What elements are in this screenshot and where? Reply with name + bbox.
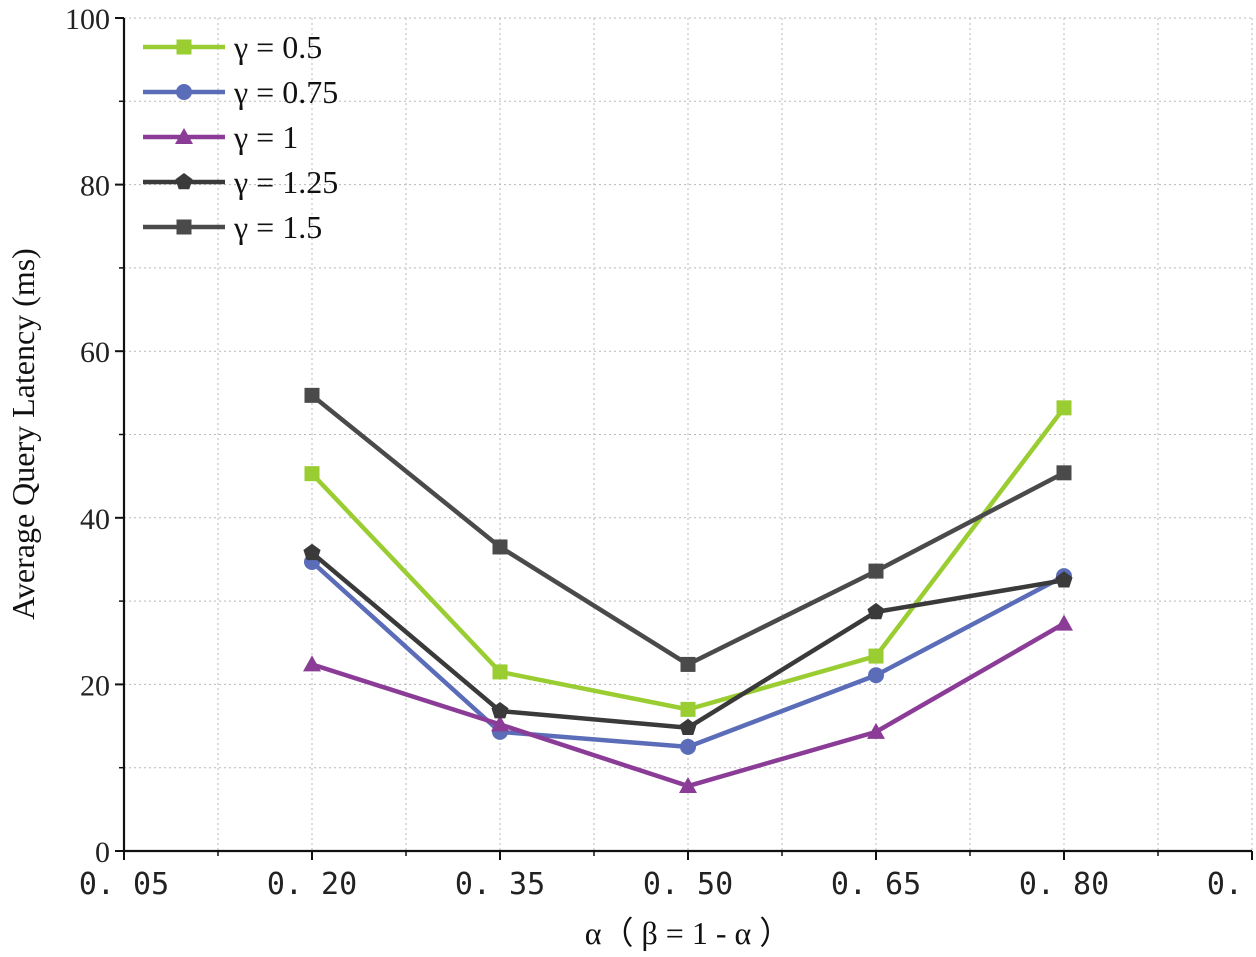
data-point xyxy=(868,667,884,684)
x-tick-label: 0. 05 xyxy=(79,867,169,902)
y-tick-label: 100 xyxy=(65,3,110,36)
legend-item: γ = 0.75 xyxy=(143,74,338,110)
legend-item: γ = 1 xyxy=(143,119,298,155)
y-tick-label: 20 xyxy=(80,669,110,702)
data-point xyxy=(492,664,508,680)
legend-item: γ = 1.25 xyxy=(143,164,338,200)
data-point xyxy=(1056,400,1072,416)
data-point xyxy=(304,387,320,403)
x-tick-label: 0. 65 xyxy=(831,867,921,902)
legend-label: γ = 0.75 xyxy=(233,74,338,110)
x-tick-label: 0. 20 xyxy=(267,867,357,902)
legend-label: γ = 1.25 xyxy=(233,164,338,200)
legend-marker xyxy=(175,173,193,190)
legend: γ = 0.5 γ = 0.75 γ = 1 γ = 1.25 γ = 1.5 xyxy=(143,29,338,245)
data-point xyxy=(680,701,696,717)
y-tick-label: 80 xyxy=(80,170,110,203)
data-point xyxy=(867,722,885,739)
y-axis-title: Average Query Latency (ms) xyxy=(5,248,41,620)
data-point xyxy=(304,466,320,482)
data-point xyxy=(492,539,508,555)
ticks: 0. 05 0. 20 0. 35 0. 50 0. 65 0. 80 0. 95 0 20 40… xyxy=(65,3,1256,902)
legend-marker xyxy=(176,219,192,235)
legend-label: γ = 0.5 xyxy=(233,29,322,65)
legend-item: γ = 1.5 xyxy=(143,209,322,245)
x-axis-title: α（ β = 1 - α ） xyxy=(585,915,792,951)
series-3 xyxy=(303,614,1073,794)
data-point xyxy=(491,715,509,732)
data-point xyxy=(303,655,321,672)
data-point xyxy=(868,563,884,579)
data-point xyxy=(680,656,696,672)
legend-item: γ = 0.5 xyxy=(143,29,322,65)
legend-marker xyxy=(176,84,192,100)
data-point xyxy=(1055,571,1073,588)
data-point xyxy=(1055,614,1073,631)
data-point xyxy=(1056,465,1072,481)
series-4 xyxy=(303,543,1073,735)
data-point xyxy=(491,702,509,719)
data-point xyxy=(868,648,884,664)
series xyxy=(303,387,1073,794)
data-point xyxy=(680,738,696,755)
data-point xyxy=(679,718,697,735)
x-tick-label: 0. 50 xyxy=(643,867,733,902)
series-1 xyxy=(304,400,1072,717)
legend-label: γ = 1 xyxy=(233,119,298,155)
data-point xyxy=(303,543,321,561)
legend-marker xyxy=(175,128,193,144)
x-tick-label: 0. 35 xyxy=(455,867,545,902)
data-point xyxy=(867,602,885,620)
x-tick-label: 0. 95 xyxy=(1207,867,1256,902)
legend-label: γ = 1.5 xyxy=(233,209,322,245)
y-tick-label: 0 xyxy=(95,836,110,869)
y-tick-label: 40 xyxy=(80,503,110,536)
y-tick-label: 60 xyxy=(80,336,110,369)
legend-marker xyxy=(176,39,192,55)
x-tick-label: 0. 80 xyxy=(1019,867,1109,902)
series-5 xyxy=(304,387,1072,672)
data-point xyxy=(679,777,697,794)
grid xyxy=(124,17,1253,851)
